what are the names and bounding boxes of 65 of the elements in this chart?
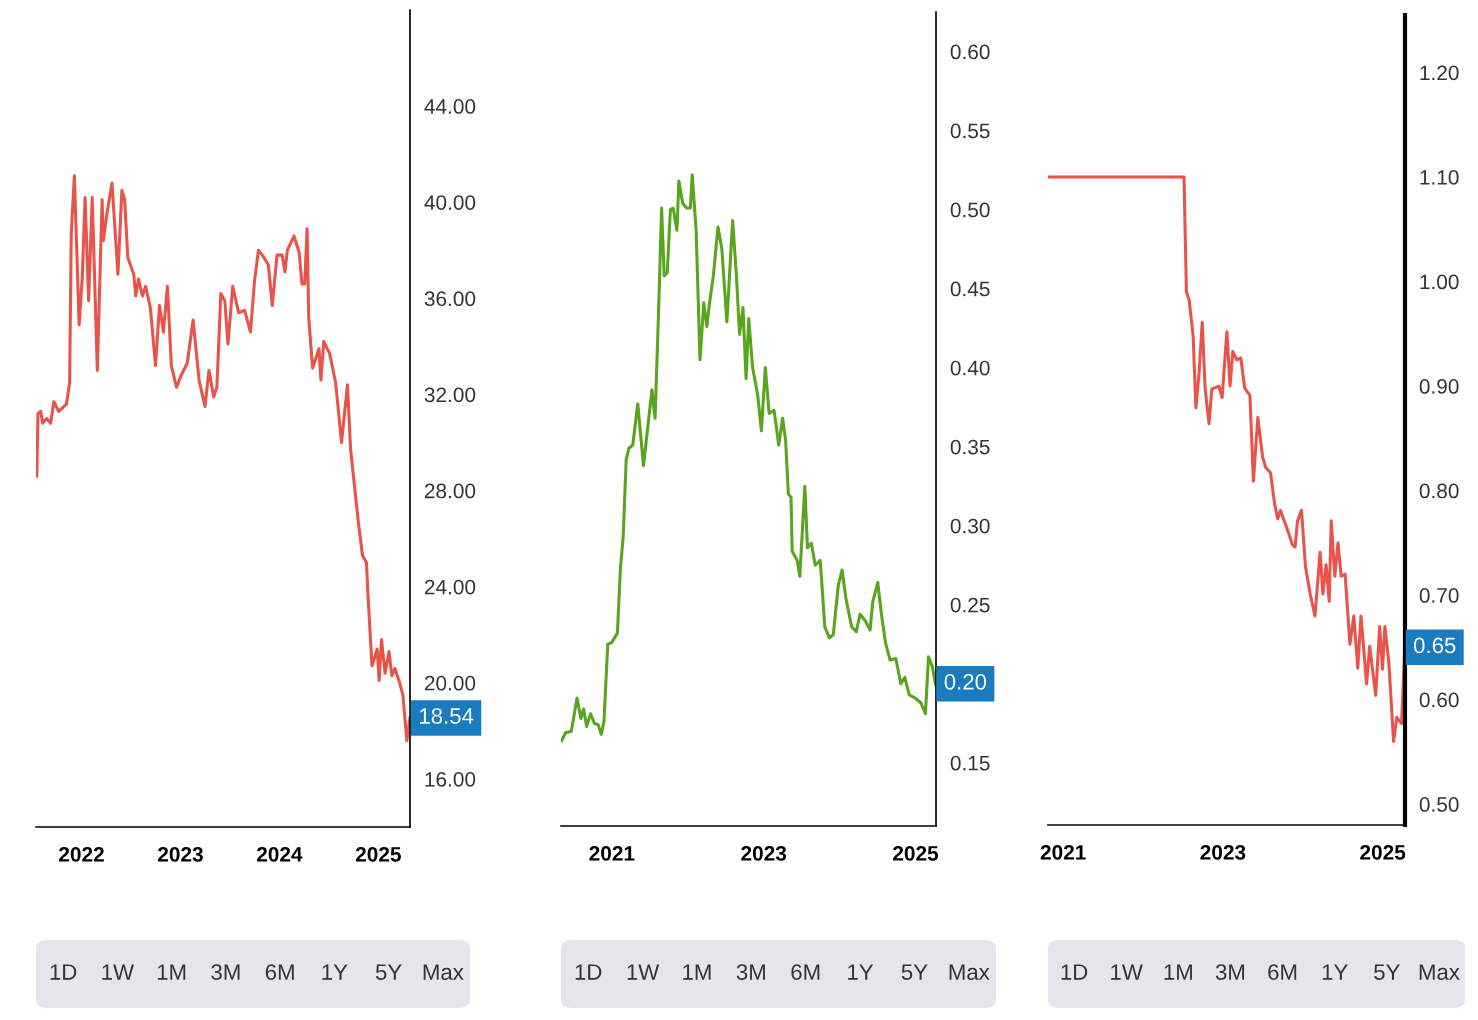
text: 1D [1061,964,1088,980]
y-tick-label: 40.00 [424,195,476,210]
text: 3M [1215,964,1245,980]
y-tick-label: 0.60 [950,44,990,60]
y-tick-label: 0.90 [1419,379,1459,394]
y-tick-label: 0.25 [950,597,990,613]
text: 5Y [375,964,402,980]
text: Max [1419,964,1460,980]
x-tick-label: 2025 [1360,844,1406,860]
y-tick-label: 16.00 [425,771,476,787]
x-tick-label: 2021 [589,845,635,861]
y-tick-label: 1.20 [1420,65,1459,81]
annotation: 18.54 [420,708,474,724]
text: 6M [265,964,294,980]
text: 1M [1164,964,1192,980]
text: 1W [102,964,134,980]
line-series [561,173,936,743]
text: 1Y [1322,964,1348,980]
y-tick-label: 0.40 [950,360,990,376]
text: 1Y [322,964,348,980]
text: 1M [157,964,186,980]
x-tick-label: 2022 [59,846,104,862]
y-tick-label: 0.15 [950,755,990,771]
y-tick-label: 32.00 [424,387,476,403]
y-tick-label: 1.10 [1420,170,1459,185]
x-tick-label: 2025 [355,846,401,862]
x-tick-label: 2023 [1200,844,1246,860]
text: 1D [50,964,77,980]
y-tick-label: 44.00 [424,99,476,114]
y-tick-label: 28.00 [424,483,476,499]
text: 1W [1111,964,1143,980]
text: 6M [791,964,820,980]
y-tick-label: 36.00 [424,291,476,307]
y-tick-label: 20.00 [424,675,476,691]
text: 3M [211,964,240,980]
y-tick-label: 0.70 [1419,588,1459,603]
y-tick-label: 1.00 [1420,274,1459,290]
text: 5Y [1374,964,1400,980]
line-series [36,174,410,743]
y-tick-label: 0.50 [1419,797,1459,812]
text: 1M [683,964,711,980]
y-tick-label: 24.00 [424,579,476,595]
x-tick-label: 2023 [741,845,787,861]
y-tick-label: 0.60 [1419,692,1459,708]
text: Max [423,964,464,980]
text: 5Y [901,964,928,980]
x-tick-label: 2021 [1040,844,1086,860]
text: 1W [627,964,660,980]
y-tick-label: 0.50 [950,202,990,218]
line-series [1048,175,1405,743]
y-tick-label: 0.35 [950,439,990,455]
text: 1Y [848,964,874,980]
text: 3M [736,964,765,980]
annotation: 0.65 [1413,637,1456,654]
x-tick-label: 2025 [893,845,939,861]
y-tick-label: 0.80 [1419,483,1459,499]
text: 6M [1268,964,1297,980]
text: Max [949,964,990,980]
x-tick-label: 2024 [256,846,303,862]
y-tick-label: 0.45 [950,281,990,297]
x-tick-label: 2023 [158,846,203,862]
y-tick-label: 0.55 [950,123,990,139]
text: 1D [575,964,602,980]
y-tick-label: 0.30 [950,518,990,534]
annotation: 0.20 [944,673,987,690]
